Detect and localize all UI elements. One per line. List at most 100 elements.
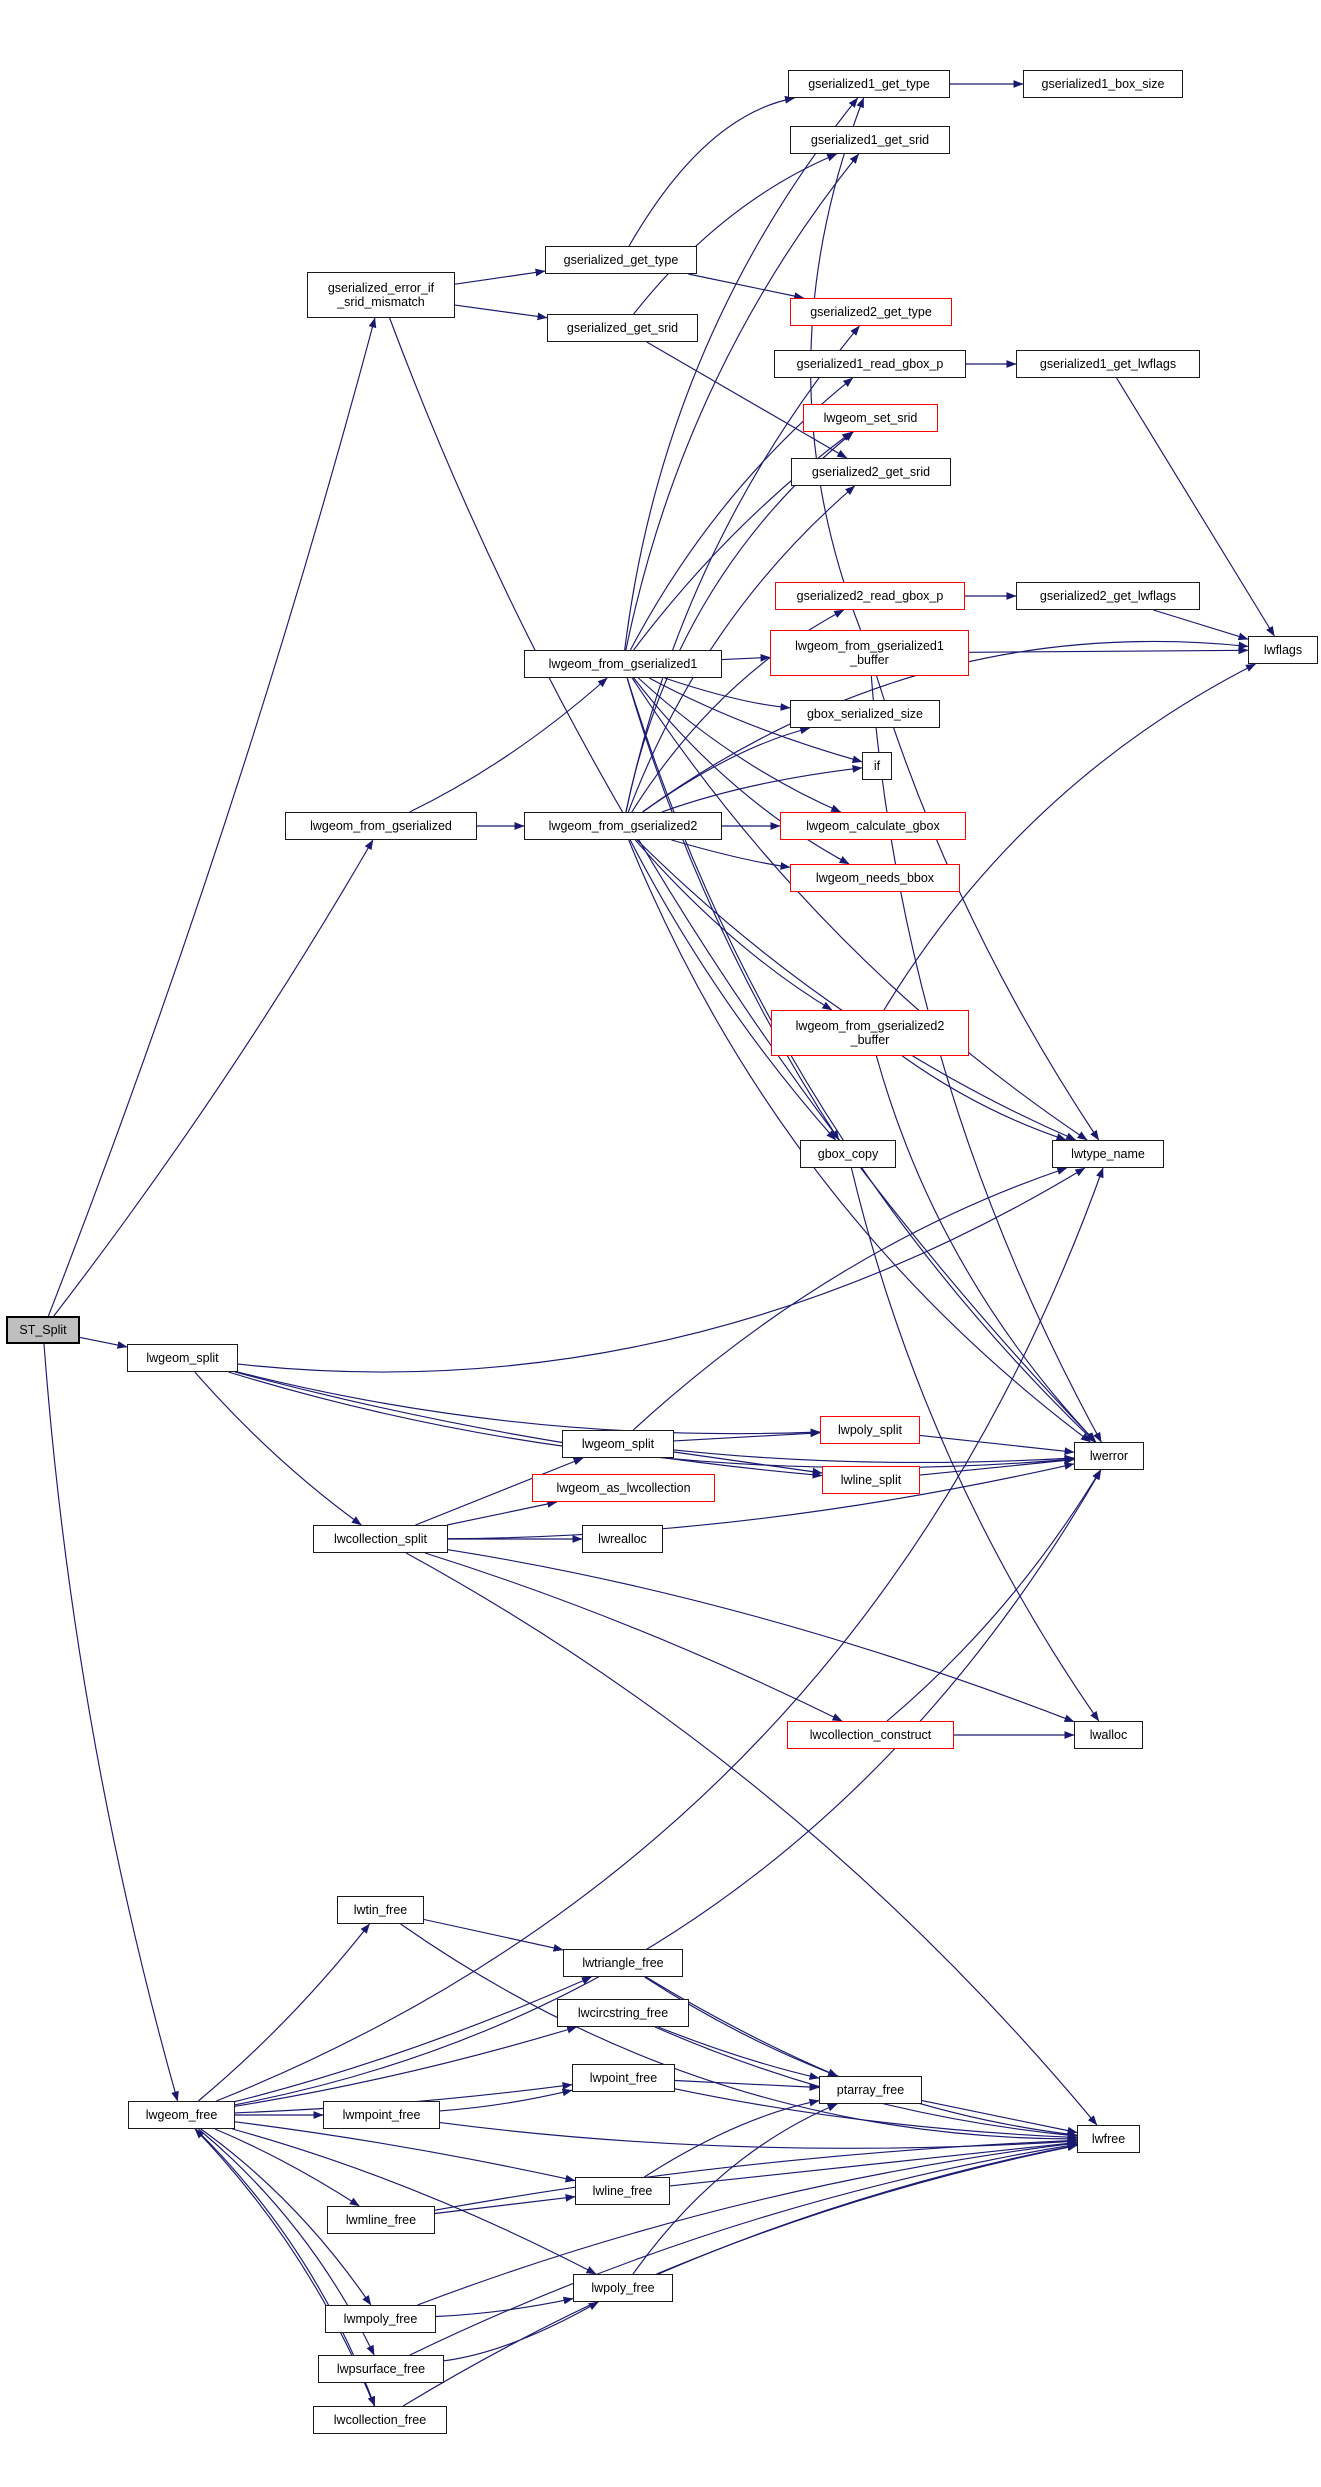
edge-lwg_from_g1-gbox_copy xyxy=(626,677,840,1141)
node-lwpoly_free[interactable]: lwpoly_free xyxy=(573,2274,673,2302)
node-if_node[interactable]: if xyxy=(862,752,892,780)
edge-err_srid-g_get_type xyxy=(454,268,546,285)
edge-lwg_from_g2-lwerror xyxy=(628,839,1091,1443)
node-lwtin_free[interactable]: lwtin_free xyxy=(337,1896,424,1924)
node-lwrealloc[interactable]: lwrealloc xyxy=(582,1525,663,1553)
edge-lwline_split-lwerror xyxy=(919,1456,1075,1476)
node-g1_get_type[interactable]: gserialized1_get_type xyxy=(788,70,950,98)
node-g2_get_lwflags[interactable]: gserialized2_get_lwflags xyxy=(1016,582,1200,610)
node-gbox_copy[interactable]: gbox_copy xyxy=(800,1140,896,1168)
edge-lwmline_free-lwline_free xyxy=(434,2193,576,2215)
edge-lwg_from_g1-lwerror xyxy=(626,677,1095,1443)
edge-g1_get_lwflags-lwflags xyxy=(1116,377,1275,637)
node-err_srid[interactable]: gserialized_error_if _srid_mismatch xyxy=(307,272,455,318)
node-lwline_free[interactable]: lwline_free xyxy=(575,2177,670,2205)
node-lwgeom_set_srid[interactable]: lwgeom_set_srid xyxy=(803,404,938,432)
edge-lwg_from_g1_buffer-lwtype_name xyxy=(876,675,1100,1141)
node-lwmpoly_free[interactable]: lwmpoly_free xyxy=(325,2305,436,2333)
node-ptarray_free[interactable]: ptarray_free xyxy=(819,2076,922,2104)
edge-lwline_free-ptarray_free xyxy=(643,2098,820,2178)
node-lwcollection_free[interactable]: lwcollection_free xyxy=(313,2406,447,2434)
node-g1_box_size[interactable]: gserialized1_box_size xyxy=(1023,70,1183,98)
edge-g_get_srid-g1_get_srid xyxy=(633,153,838,315)
edge-lwg_from_g1-lwgeom_calculate_gbox xyxy=(637,677,842,813)
edge-lwtriangle_free-lwfree xyxy=(644,1976,1078,2138)
edge-st_split-lwgeom_split_a xyxy=(79,1336,128,1349)
node-lwcircstring_free[interactable]: lwcircstring_free xyxy=(557,1999,689,2027)
edge-lwpsurface_free-lwfree xyxy=(409,2141,1078,2356)
edge-lwmpoly_free-lwpoly_free xyxy=(435,2296,574,2318)
node-lwg_from_g1_buffer[interactable]: lwgeom_from_gserialized1 _buffer xyxy=(770,630,969,676)
node-lwpoint_free[interactable]: lwpoint_free xyxy=(572,2064,675,2092)
node-lwgeom_as_lwcollection[interactable]: lwgeom_as_lwcollection xyxy=(532,1474,715,1502)
edge-lwg_from_g-lwg_from_g1 xyxy=(409,677,608,813)
node-g2_get_type[interactable]: gserialized2_get_type xyxy=(790,298,952,326)
node-lwerror[interactable]: lwerror xyxy=(1074,1442,1144,1470)
edge-g_get_type-g2_get_type xyxy=(688,273,805,300)
edge-lwg_from_g1-lwgeom_needs_bbox xyxy=(633,677,850,865)
node-g1_get_srid[interactable]: gserialized1_get_srid xyxy=(790,126,950,154)
node-lwg_from_g2_buffer[interactable]: lwgeom_from_gserialized2 _buffer xyxy=(771,1010,969,1056)
edge-lwgeom_split_b-lwerror xyxy=(673,1449,1075,1464)
node-g2_get_srid[interactable]: gserialized2_get_srid xyxy=(791,458,951,486)
node-lwcoll_construct[interactable]: lwcollection_construct xyxy=(787,1721,954,1749)
node-lwgeom_needs_bbox[interactable]: lwgeom_needs_bbox xyxy=(790,864,960,892)
node-lwpsurface_free[interactable]: lwpsurface_free xyxy=(318,2355,444,2383)
edge-lwg_from_g2_buffer-lwflags xyxy=(883,663,1256,1011)
edge-lwmpoint_free-lwpoint_free xyxy=(439,2088,573,2112)
edge-lwg_from_g2_buffer-lwerror xyxy=(875,1055,1097,1443)
node-lwgeom_free[interactable]: lwgeom_free xyxy=(128,2101,235,2129)
edge-lwg_from_g1_buffer-lwerror xyxy=(870,675,1102,1443)
node-lwgeom_split_b[interactable]: lwgeom_split xyxy=(562,1430,674,1458)
node-gbox_serialized_size[interactable]: gbox_serialized_size xyxy=(790,700,940,728)
node-lwline_split[interactable]: lwline_split xyxy=(822,1466,920,1494)
edge-lwmline_free-lwfree xyxy=(434,2136,1078,2211)
edge-lwg_from_g1-lwtype_name xyxy=(631,677,1088,1141)
node-lwgeom_calculate_gbox[interactable]: lwgeom_calculate_gbox xyxy=(780,812,966,840)
edge-st_split-err_srid xyxy=(47,317,377,1317)
edge-lwgeom_free-lwcircstring_free xyxy=(234,2026,578,2107)
edge-g2_get_lwflags-lwflags xyxy=(1153,609,1249,641)
node-lwg_from_g1[interactable]: lwgeom_from_gserialized1 xyxy=(524,650,722,678)
edge-lwgeom_split_a-lwtype_name xyxy=(237,1167,1086,1373)
edge-lwg_from_g1-if_node xyxy=(648,677,863,763)
edge-lwgeom_free-lwmpoly_free xyxy=(200,2128,372,2306)
edge-lwgeom_split_b-lwtype_name xyxy=(632,1167,1068,1431)
edge-lwcollection_free-lwfree xyxy=(402,2143,1078,2407)
edge-lwgeom_free-lwtin_free xyxy=(197,1923,370,2102)
node-g1_get_lwflags[interactable]: gserialized1_get_lwflags xyxy=(1016,350,1200,378)
edge-lwg_from_g2-g2_get_type xyxy=(625,325,860,813)
node-lwg_from_g2[interactable]: lwgeom_from_gserialized2 xyxy=(524,812,722,840)
node-st_split: ST_Split xyxy=(6,1316,80,1344)
node-g_get_type[interactable]: gserialized_get_type xyxy=(545,246,697,274)
edge-lwgeom_free-lwline_free xyxy=(234,2121,576,2183)
node-lwcoll_split[interactable]: lwcollection_split xyxy=(313,1525,448,1553)
node-lwmpoint_free[interactable]: lwmpoint_free xyxy=(323,2101,440,2129)
edge-lwcoll_construct-lwerror xyxy=(886,1469,1101,1722)
node-lwg_from_g[interactable]: lwgeom_from_gserialized xyxy=(285,812,477,840)
edge-lwgeom_free-lwerror xyxy=(234,1469,1102,2106)
node-lwfree[interactable]: lwfree xyxy=(1077,2125,1140,2153)
node-lwmline_free[interactable]: lwmline_free xyxy=(327,2206,435,2234)
node-lwtriangle_free[interactable]: lwtriangle_free xyxy=(563,1949,683,1977)
edge-lwpoint_free-ptarray_free xyxy=(674,2079,820,2091)
node-lwalloc[interactable]: lwalloc xyxy=(1074,1721,1143,1749)
edge-lwline_free-lwfree xyxy=(669,2139,1078,2187)
edge-lwcoll_split-lwfree xyxy=(405,1552,1098,2126)
edge-lwcoll_split-lwgeom_as_lwcollection xyxy=(447,1500,558,1526)
edge-lwpoly_split-lwerror xyxy=(919,1434,1075,1456)
node-g1_read_gbox_p[interactable]: gserialized1_read_gbox_p xyxy=(774,350,966,378)
edge-lwcoll_split-lwerror xyxy=(447,1462,1075,1540)
edge-lwg_from_g1_buffer-lwflags xyxy=(968,646,1249,655)
node-lwflags[interactable]: lwflags xyxy=(1248,636,1318,664)
edges-group xyxy=(43,80,1275,2407)
node-lwpoly_split[interactable]: lwpoly_split xyxy=(820,1416,920,1444)
edge-lwtriangle_free-ptarray_free xyxy=(645,1976,839,2077)
node-lwtype_name[interactable]: lwtype_name xyxy=(1052,1140,1164,1168)
edge-lwg_from_g1-g1_get_type xyxy=(624,97,859,651)
edge-lwg_from_g2-g2_get_srid xyxy=(627,485,856,813)
node-lwgeom_split_a[interactable]: lwgeom_split xyxy=(127,1344,238,1372)
node-g2_read_gbox_p[interactable]: gserialized2_read_gbox_p xyxy=(775,582,965,610)
node-g_get_srid[interactable]: gserialized_get_srid xyxy=(547,314,698,342)
